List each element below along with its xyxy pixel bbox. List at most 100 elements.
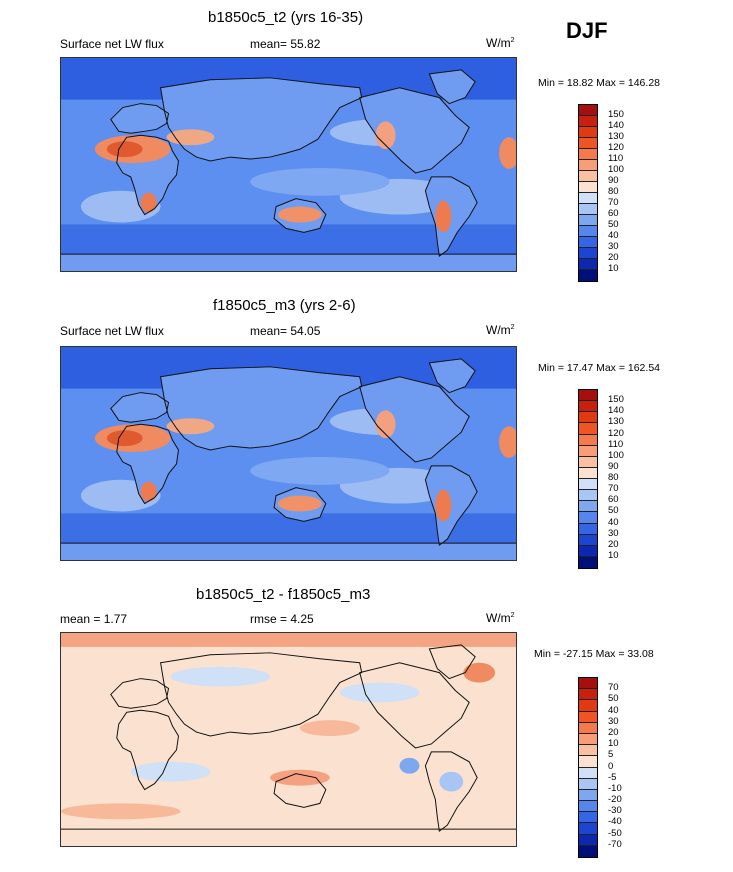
colorbar-tick-label: 30 xyxy=(608,241,619,252)
colorbar-swatch xyxy=(579,270,597,281)
colorbar-swatch xyxy=(579,534,597,546)
colorbar-tick-label: 80 xyxy=(608,186,619,197)
colorbar-swatch xyxy=(579,778,597,790)
panel-1-variable-label: Surface net LW flux xyxy=(60,37,164,51)
colorbar-tick-label: 50 xyxy=(608,219,619,230)
panel-2-units: W/m2 xyxy=(486,323,515,337)
colorbar-swatch xyxy=(579,467,597,479)
colorbar-swatch xyxy=(579,801,597,813)
colorbar-tick-label: 100 xyxy=(608,164,624,175)
colorbar-swatch xyxy=(579,523,597,535)
colorbar-swatch xyxy=(579,412,597,424)
colorbar-swatch xyxy=(579,215,597,226)
colorbar-swatch xyxy=(579,445,597,457)
colorbar-tick-label: 40 xyxy=(608,704,619,716)
panel-1-minmax: Min = 18.82 Max = 146.28 xyxy=(538,77,660,89)
colorbar-tick-label: 40 xyxy=(608,516,619,528)
colorbar-tick-label: -5 xyxy=(608,771,617,783)
colorbar-swatch xyxy=(579,812,597,824)
panel-1-units: W/m2 xyxy=(486,36,515,50)
colorbar-tick-label: 70 xyxy=(608,483,619,495)
panel-3-colorbar xyxy=(578,677,598,858)
colorbar-tick-label: 70 xyxy=(608,682,619,694)
colorbar-swatch xyxy=(579,834,597,846)
colorbar-swatch xyxy=(579,789,597,802)
panel-3-units: W/m2 xyxy=(486,611,515,625)
colorbar-tick-label: -40 xyxy=(608,816,622,828)
colorbar-swatch xyxy=(579,733,597,746)
colorbar-swatch xyxy=(579,700,597,712)
colorbar-swatch xyxy=(579,127,597,138)
colorbar-tick-label: 90 xyxy=(608,460,619,472)
colorbar-swatch xyxy=(579,204,597,215)
colorbar-tick-label: 70 xyxy=(608,197,619,208)
colorbar-tick-label: 150 xyxy=(608,109,624,120)
colorbar-swatch xyxy=(579,711,597,723)
colorbar-tick-label: 60 xyxy=(608,208,619,219)
colorbar-swatch xyxy=(579,678,597,690)
colorbar-swatch xyxy=(579,105,597,116)
colorbar-tick-label: 100 xyxy=(608,449,624,461)
colorbar-tick-label: 140 xyxy=(608,120,624,131)
colorbar-swatch xyxy=(579,456,597,468)
colorbar-swatch xyxy=(579,423,597,435)
colorbar-tick-label: 20 xyxy=(608,252,619,263)
colorbar-tick-label: 110 xyxy=(608,438,624,450)
colorbar-tick-label: -20 xyxy=(608,794,622,806)
colorbar-swatch xyxy=(579,237,597,248)
colorbar-swatch xyxy=(579,390,597,402)
panel-3-map xyxy=(60,632,517,847)
panel-3-minmax: Min = -27.15 Max = 33.08 xyxy=(534,648,654,660)
colorbar-swatch xyxy=(579,490,597,502)
colorbar-tick-label: 150 xyxy=(608,394,624,406)
colorbar-tick-label: 120 xyxy=(608,142,624,153)
colorbar-swatch xyxy=(579,248,597,259)
panel-2-title: f1850c5_m3 (yrs 2-6) xyxy=(213,297,356,314)
panel-2-map xyxy=(60,346,517,561)
colorbar-tick-label: 80 xyxy=(608,472,619,483)
colorbar-swatch xyxy=(579,767,597,779)
colorbar-swatch xyxy=(579,756,597,768)
colorbar-swatch xyxy=(579,401,597,413)
colorbar-tick-label: 50 xyxy=(608,505,619,517)
panel-2-colorbar xyxy=(578,389,598,569)
panel-3-title: b1850c5_t2 - f1850c5_m3 xyxy=(196,586,371,603)
colorbar-tick-label: 30 xyxy=(608,527,619,539)
panel-2-variable-label: Surface net LW flux xyxy=(60,324,164,338)
colorbar-tick-label: -70 xyxy=(608,838,622,850)
panel-3-mean-label: mean = 1.77 xyxy=(60,612,128,626)
colorbar-tick-label: 5 xyxy=(608,749,614,761)
colorbar-tick-label: 20 xyxy=(608,726,619,738)
panel-1-mean-label: mean= 55.82 xyxy=(250,37,321,51)
colorbar-swatch xyxy=(579,149,597,160)
colorbar-swatch xyxy=(579,171,597,182)
colorbar-tick-label: 10 xyxy=(608,738,619,750)
colorbar-swatch xyxy=(579,501,597,513)
colorbar-swatch xyxy=(579,116,597,127)
colorbar-swatch xyxy=(579,160,597,171)
colorbar-tick-label: 140 xyxy=(608,405,624,417)
colorbar-tick-label: 10 xyxy=(608,549,619,561)
colorbar-swatch xyxy=(579,556,597,568)
colorbar-tick-label: 110 xyxy=(608,153,624,164)
colorbar-tick-label: 90 xyxy=(608,175,619,186)
colorbar-tick-label: 0 xyxy=(608,760,614,772)
colorbar-swatch xyxy=(579,434,597,446)
colorbar-swatch xyxy=(579,845,597,857)
colorbar-tick-label: 40 xyxy=(608,230,619,241)
colorbar-tick-label: 30 xyxy=(608,715,619,727)
panel-1-colorbar xyxy=(578,104,598,282)
colorbar-swatch xyxy=(579,512,597,524)
colorbar-tick-label: 50 xyxy=(608,693,619,705)
colorbar-swatch xyxy=(579,193,597,204)
panel-3-rmse-label: rmse = 4.25 xyxy=(250,612,314,626)
panel-2-minmax: Min = 17.47 Max = 162.54 xyxy=(538,362,660,374)
colorbar-swatch xyxy=(579,745,597,757)
colorbar-swatch xyxy=(579,479,597,491)
colorbar-tick-label: 120 xyxy=(608,427,624,439)
colorbar-swatch xyxy=(579,259,597,270)
colorbar-swatch xyxy=(579,823,597,835)
colorbar-tick-label: -10 xyxy=(608,782,622,794)
colorbar-swatch xyxy=(579,138,597,149)
colorbar-tick-label: -30 xyxy=(608,805,622,817)
